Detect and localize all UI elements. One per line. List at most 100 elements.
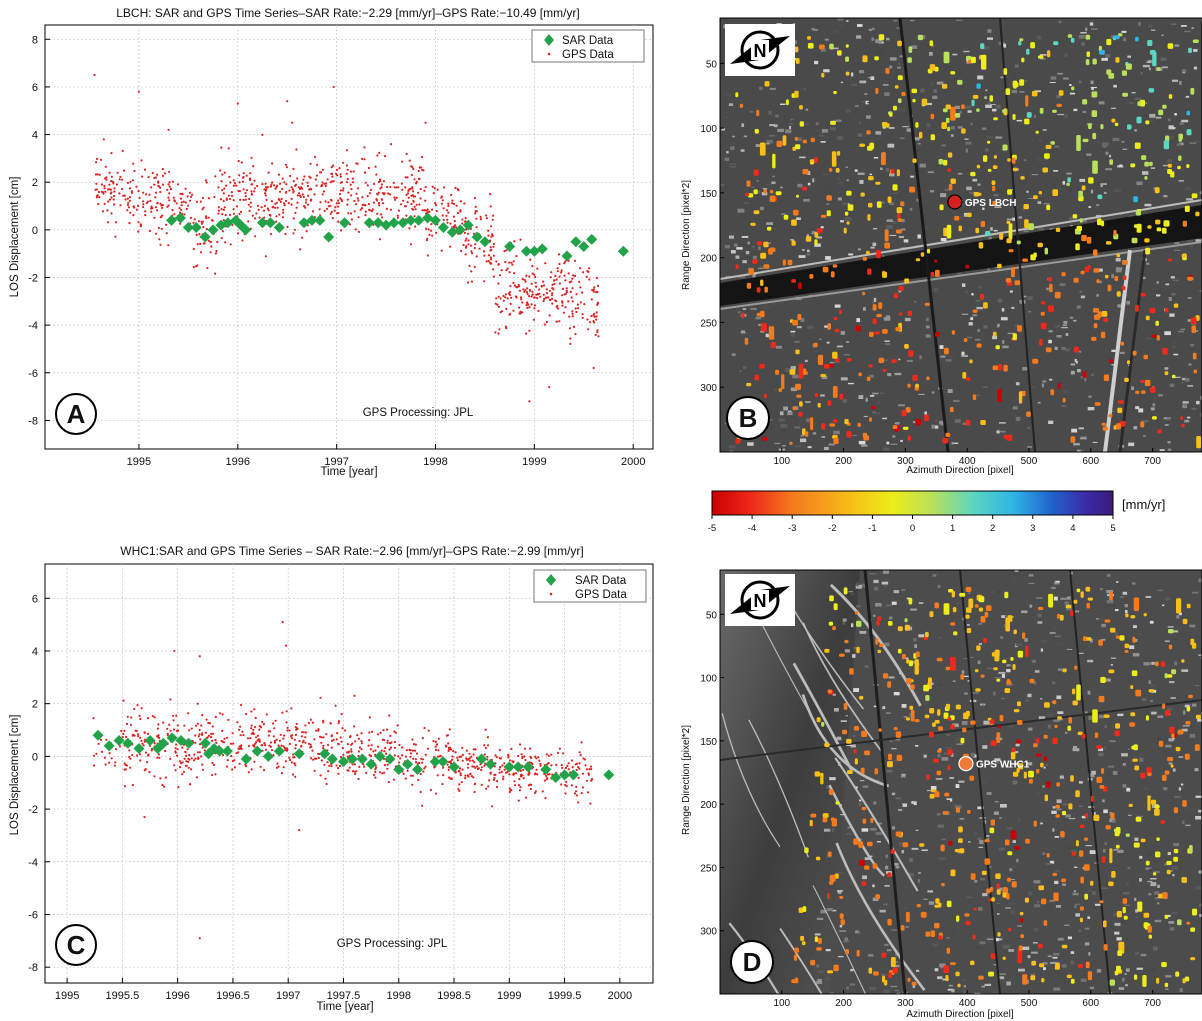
gps-point [423, 726, 426, 730]
urban-pixel [1195, 795, 1202, 798]
ps-point [1136, 223, 1142, 233]
urban-pixel [1186, 198, 1194, 201]
gps-point [232, 208, 235, 211]
sar-point [326, 753, 338, 765]
urban-pixel [1005, 907, 1011, 909]
urban-pixel [780, 424, 788, 428]
urban-pixel [825, 855, 833, 858]
urban-pixel [953, 442, 959, 444]
ps-point [873, 971, 879, 976]
urban-pixel [1097, 752, 1104, 757]
urban-pixel [981, 127, 987, 130]
urban-pixel [1191, 407, 1197, 410]
urban-pixel [735, 255, 740, 259]
gps-point [298, 192, 301, 195]
ps-point [1020, 934, 1025, 938]
gps-point [230, 194, 234, 197]
gps-point [332, 85, 335, 89]
ps-point [855, 325, 861, 332]
urban-pixel [993, 964, 997, 966]
gps-point [237, 751, 240, 754]
gps-point [422, 758, 425, 761]
urban-pixel [1038, 140, 1042, 142]
gps-point [515, 296, 518, 299]
gps-point [325, 733, 328, 736]
gps-point [513, 240, 516, 243]
ps-point [929, 793, 935, 799]
ps-point [834, 328, 840, 333]
gps-point [418, 203, 421, 206]
ps-point [914, 659, 919, 675]
ps-point [1131, 237, 1138, 244]
gps-point [388, 748, 391, 751]
gps-point [332, 738, 335, 741]
urban-pixel [1161, 34, 1164, 36]
urban-pixel [1155, 116, 1162, 119]
ps-point [942, 437, 949, 444]
urban-pixel [1028, 311, 1032, 313]
ps-point [1056, 613, 1060, 619]
sar-point [561, 250, 573, 262]
ps-point [1075, 243, 1080, 251]
gps-point [282, 737, 285, 740]
urban-pixel [779, 411, 784, 416]
ps-point [1092, 709, 1098, 723]
ps-point [1020, 176, 1025, 180]
urban-pixel [953, 399, 960, 402]
urban-pixel [1146, 61, 1152, 63]
ps-point [845, 44, 849, 48]
colorbar-tick-label: 1 [950, 523, 955, 534]
ps-point [1140, 838, 1146, 843]
urban-pixel [773, 97, 779, 99]
ps-point [948, 840, 953, 846]
gps-point [269, 214, 272, 217]
urban-pixel [829, 361, 835, 364]
urban-pixel [982, 893, 988, 897]
urban-pixel [867, 101, 872, 104]
urban-pixel [1185, 95, 1190, 98]
ps-point [1147, 772, 1152, 777]
gps-point [285, 710, 288, 713]
ps-point [915, 418, 921, 426]
urban-pixel [848, 253, 854, 256]
ps-point [1184, 753, 1190, 760]
urban-pixel [1054, 880, 1059, 885]
urban-pixel [1016, 858, 1019, 863]
urban-pixel [1101, 57, 1108, 61]
urban-pixel [978, 906, 983, 911]
gps-point [530, 783, 533, 786]
gps-point [304, 731, 308, 734]
gps-point [250, 768, 253, 771]
gps-point [244, 198, 247, 201]
ps-point [1052, 189, 1058, 196]
ps-point [1178, 135, 1183, 142]
gps-point [492, 245, 495, 248]
ps-point [1048, 276, 1052, 282]
gps-point [502, 294, 505, 298]
ps-point [1092, 58, 1097, 65]
gps-point [232, 742, 235, 745]
gps-point [550, 294, 554, 297]
gps-point [237, 159, 240, 163]
gps-point [182, 200, 185, 203]
gps-point [238, 762, 241, 765]
sar-point [122, 737, 134, 749]
sar-point [323, 231, 335, 243]
urban-pixel [943, 752, 947, 755]
gps-point [508, 773, 511, 776]
urban-pixel [970, 752, 975, 757]
gps-point [231, 732, 234, 735]
ps-point [904, 344, 909, 349]
ps-point [1079, 850, 1084, 857]
panel-c-xtick-label: 1997 [276, 990, 300, 1002]
urban-pixel [954, 419, 961, 423]
ps-point [1144, 161, 1149, 167]
urban-pixel [1182, 70, 1188, 72]
urban-pixel [1059, 626, 1065, 628]
urban-pixel [1031, 659, 1037, 664]
gps-point [162, 721, 165, 724]
gps-point [355, 192, 358, 195]
urban-pixel [1042, 380, 1047, 383]
gps-point [353, 770, 357, 773]
ps-point [961, 104, 965, 110]
